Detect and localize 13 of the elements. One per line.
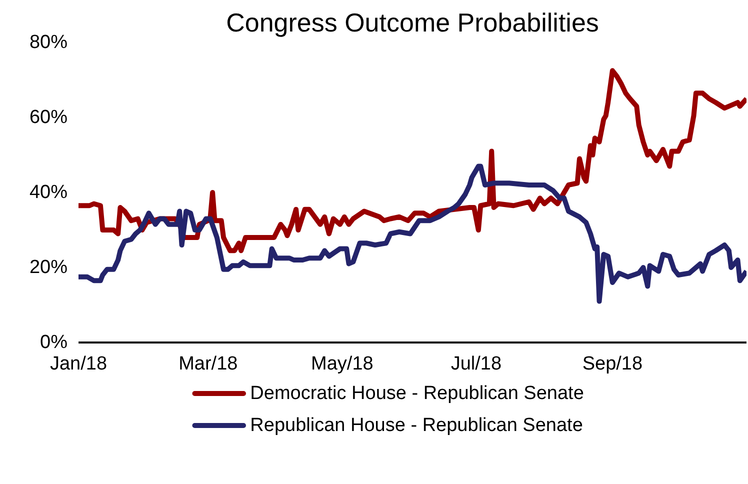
x-tick-label: Jan/18	[50, 354, 108, 374]
x-tick-label: May/18	[311, 354, 374, 374]
y-tick-label: 80%	[29, 32, 68, 53]
y-tick-label: 40%	[29, 182, 68, 203]
chart-title: Congress Outcome Probabilities	[226, 8, 599, 38]
y-tick-label: 60%	[29, 107, 68, 128]
y-tick-label: 0%	[40, 332, 68, 353]
x-tick-label: Jul/18	[450, 354, 502, 374]
x-tick-label: Sep/18	[582, 354, 643, 374]
legend-label: Republican House - Republican Senate	[250, 415, 583, 436]
x-tick-label: Mar/18	[178, 354, 238, 374]
y-tick-label: 20%	[29, 257, 68, 278]
legend-label: Democratic House - Republican Senate	[250, 383, 584, 404]
